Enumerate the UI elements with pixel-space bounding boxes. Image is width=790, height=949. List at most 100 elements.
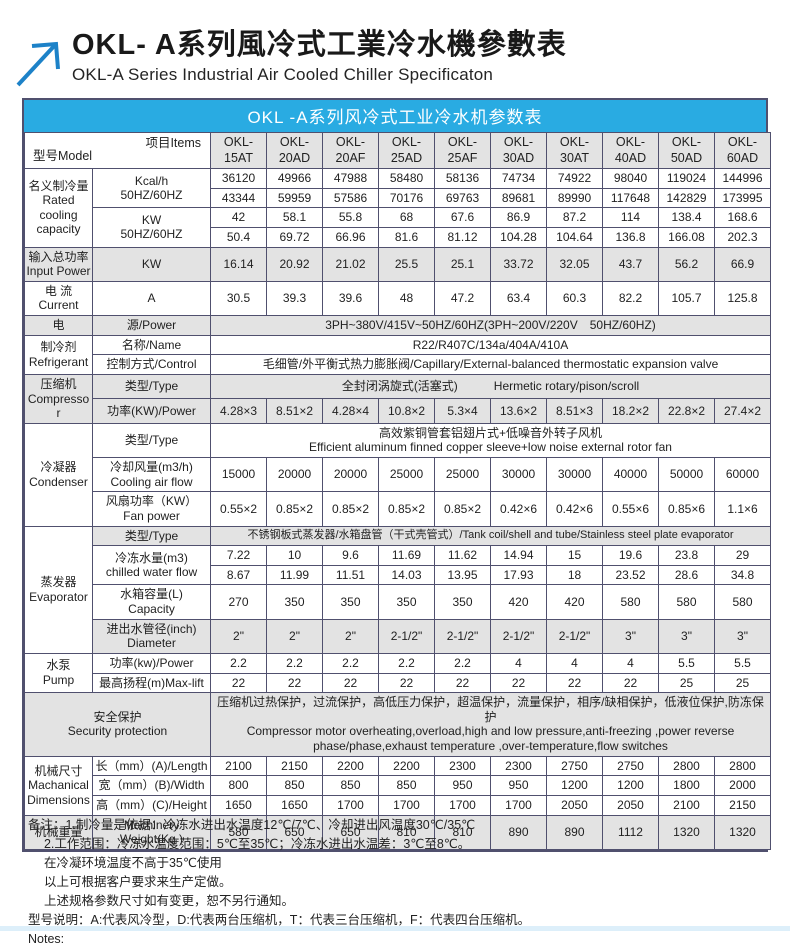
value-cell: 890 — [546, 814, 603, 850]
page-subtitle: OKL-A Series Industrial Air Cooled Chill… — [72, 64, 494, 84]
value-cell: 30000 — [490, 456, 547, 493]
note-line: Notes: — [28, 932, 65, 946]
table-row: 8.67 11.99 11.51 14.03 13.95 17.93 18 23.52 28.6… — [25, 564, 771, 586]
value-cell: 7.22 — [210, 545, 267, 566]
model-header-cell: OKL- 30AT — [546, 132, 603, 169]
table-row: 机械重量 Machinery Weight(Kg ) 580 650 650 810 810… — [24, 814, 771, 850]
row-label: KW — [92, 246, 211, 282]
table-row: 名义制冷量 Rated cooling capacity Kcal/h 50HZ/… — [24, 167, 771, 248]
value-cell: 34.8 — [714, 564, 771, 586]
table-row: 宽（mm）(B)/Width 800 850 850 850 950 950 1200 1200… — [25, 775, 771, 796]
table-row: 水泵 Pump 功率(kw)/Power 2.2 2.2 2.2 2.2 2.2 4 4 4 5.5… — [24, 652, 771, 694]
value-cell: 25000 — [378, 456, 435, 493]
table-row: 压缩机 Compressor 类型/Type 全封闭涡旋式(活塞式) Hermeti… — [24, 373, 771, 424]
value-cell: 2" — [210, 618, 267, 654]
value-cell: 10.8×2 — [378, 398, 435, 424]
value-cell: 2300 — [490, 755, 547, 777]
value-cell: 2" — [322, 618, 379, 654]
value-cell: 40000 — [602, 456, 659, 493]
value-cell: 580 — [714, 584, 771, 620]
value-cell: 27.4×2 — [714, 398, 771, 424]
value-cell: 142829 — [658, 187, 715, 209]
value-cell: 2050 — [602, 794, 659, 816]
value-cell: 13.95 — [434, 564, 491, 586]
corner-items-label: 项目Items — [145, 136, 201, 150]
table-row: 冷却风量(m3/h) Cooling air flow 15000 20000 200… — [25, 456, 771, 493]
value-cell: 11.99 — [266, 564, 323, 586]
value-cell: 15 — [546, 545, 603, 566]
row-label: Kcal/h 50HZ/60HZ — [92, 167, 211, 209]
corner-model-label: 型号Model — [33, 148, 93, 163]
value-cell: 50.4 — [210, 226, 267, 248]
page-header: OKL- A系列風冷式工業冷水機參數表 OKL-A Series Industr… — [14, 29, 774, 87]
value-cell: 125.8 — [714, 280, 771, 317]
value-cell: 18 — [546, 564, 603, 586]
value-cell: 66.9 — [714, 246, 771, 282]
value-cell: 5.5 — [658, 652, 715, 674]
value-cell: 11.51 — [322, 564, 379, 586]
table-row: 项目Items 型号Model OKL- 15AT OKL- 20AD OKL- 20A… — [24, 132, 771, 169]
row-label: 源/Power — [92, 315, 211, 336]
value-cell: 2-1/2" — [434, 618, 491, 654]
row-label: A — [92, 280, 211, 317]
value-cell: 0.85×6 — [658, 491, 715, 527]
value-cell: 22 — [322, 672, 379, 694]
value-cell: 144996 — [714, 168, 771, 189]
value-cell: 173995 — [714, 187, 771, 209]
row-label: 高（mm）(C)/Height — [92, 794, 211, 816]
table-row: 冷冻水量(m3) chilled water flow 7.22 10 9.6 11.6… — [25, 545, 771, 586]
model-header-cell: OKL- 25AD — [378, 132, 435, 169]
row-label: 名义制冷量 Rated cooling capacity — [24, 168, 93, 248]
row-label: 制冷剂 Refrigerant — [24, 334, 93, 375]
value-cell: 2100 — [210, 755, 267, 777]
value-cell: 2100 — [658, 794, 715, 816]
value-cell: 11.69 — [378, 545, 435, 566]
value-cell: 69.72 — [266, 226, 323, 248]
value-cell: 4.28×3 — [210, 398, 267, 424]
value-cell: 420 — [546, 584, 603, 620]
value-cell: 2000 — [714, 775, 771, 796]
table-row: 水箱容量(L) Capacity 270 350 350 350 350 420 420 580… — [25, 584, 771, 620]
value-cell: 高效紫铜管套铝翅片式+低噪音外转子风机 Efficient aluminum f… — [210, 422, 771, 459]
value-cell: 810 — [378, 814, 435, 850]
value-cell: 60.3 — [546, 280, 603, 317]
row-label: 水泵 Pump — [24, 652, 93, 694]
value-cell: 104.28 — [490, 226, 547, 248]
value-cell: 5.3×4 — [434, 398, 491, 424]
value-cell: 82.2 — [602, 280, 659, 317]
value-cell: 74922 — [546, 168, 603, 189]
value-cell: 2-1/2" — [490, 618, 547, 654]
value-cell: 1200 — [602, 775, 659, 796]
value-cell: 3" — [602, 618, 659, 654]
row-label: 类型/Type — [92, 525, 211, 547]
corner-cell: 项目Items 型号Model — [24, 132, 211, 169]
value-cell: 890 — [490, 814, 547, 850]
value-cell: 2.2 — [434, 652, 491, 674]
value-cell: 850 — [266, 775, 323, 796]
value-cell: 89681 — [490, 187, 547, 209]
value-cell: 89990 — [546, 187, 603, 209]
value-cell: 13.6×2 — [490, 398, 547, 424]
value-cell: 22 — [378, 672, 435, 694]
value-cell: 全封闭涡旋式(活塞式) Hermetic rotary/pison/scroll — [210, 373, 771, 400]
value-cell: 2.2 — [322, 652, 379, 674]
value-cell: 350 — [378, 584, 435, 620]
model-header-cell: OKL- 30AD — [490, 132, 547, 169]
value-cell: 5.5 — [714, 652, 771, 674]
value-cell: 2750 — [602, 755, 659, 777]
value-cell: 50000 — [658, 456, 715, 493]
value-cell: 55.8 — [322, 207, 379, 228]
value-cell: 4 — [546, 652, 603, 674]
value-cell: 4 — [602, 652, 659, 674]
row-label: 控制方式/Control — [92, 354, 211, 375]
table-row: 控制方式/Control 毛细管/外平衡式热力膨胀阀/Capillary/Exte… — [25, 354, 771, 375]
value-cell: 22 — [490, 672, 547, 694]
value-cell: 650 — [266, 814, 323, 850]
row-label: 输入总功率 Input Power — [24, 246, 93, 282]
value-cell: 8.51×3 — [546, 398, 603, 424]
value-cell: 不锈钢板式蒸发器/水箱盘管（干式壳管式）/Tank coil/shell and… — [210, 525, 771, 547]
model-header-cell: OKL- 20AF — [322, 132, 379, 169]
value-cell: 3PH~380V/415V~50HZ/60HZ(3PH~200V/220V 50… — [210, 315, 771, 336]
value-cell: 0.55×6 — [602, 491, 659, 527]
value-cell: 350 — [434, 584, 491, 620]
